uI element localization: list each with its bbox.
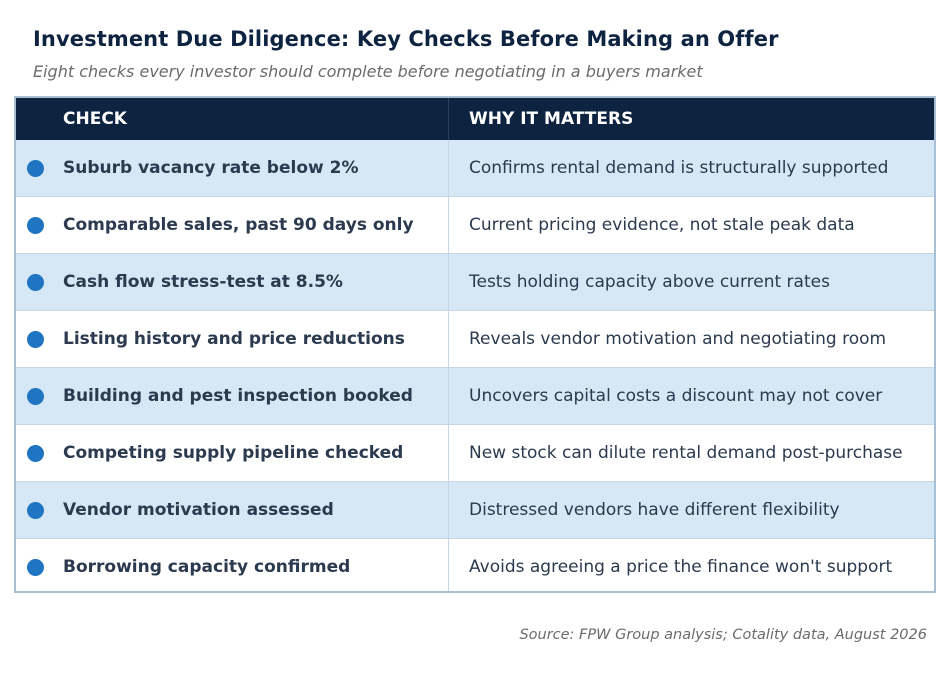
page-subtitle: Eight checks every investor should compl…: [33, 62, 703, 81]
why-cell: Current pricing evidence, not stale peak…: [469, 215, 855, 235]
circle-bullet-icon: [27, 217, 44, 234]
check-cell: Vendor motivation assessed: [63, 500, 334, 520]
column-divider: [448, 368, 449, 425]
table-row: Cash flow stress-test at 8.5% Tests hold…: [16, 254, 934, 311]
why-cell: Distressed vendors have different flexib…: [469, 500, 840, 520]
circle-bullet-icon: [27, 331, 44, 348]
circle-bullet-icon: [27, 445, 44, 462]
column-divider: [448, 140, 449, 197]
why-cell: Uncovers capital costs a discount may no…: [469, 386, 883, 406]
check-cell: Listing history and price reductions: [63, 329, 405, 349]
header-check: CHECK: [63, 109, 127, 129]
check-cell: Building and pest inspection booked: [63, 386, 413, 406]
column-divider: [448, 254, 449, 311]
table-row: Competing supply pipeline checked New st…: [16, 425, 934, 482]
table-row: Suburb vacancy rate below 2% Confirms re…: [16, 140, 934, 197]
table-row: Vendor motivation assessed Distressed ve…: [16, 482, 934, 539]
circle-bullet-icon: [27, 274, 44, 291]
header-column-divider: [448, 98, 449, 140]
table-row: Borrowing capacity confirmed Avoids agre…: [16, 539, 934, 591]
circle-bullet-icon: [27, 559, 44, 576]
column-divider: [448, 539, 449, 591]
table-row: Listing history and price reductions Rev…: [16, 311, 934, 368]
page-title: Investment Due Diligence: Key Checks Bef…: [33, 27, 779, 51]
why-cell: Confirms rental demand is structurally s…: [469, 158, 889, 178]
check-cell: Competing supply pipeline checked: [63, 443, 404, 463]
circle-bullet-icon: [27, 160, 44, 177]
column-divider: [448, 482, 449, 539]
column-divider: [448, 311, 449, 368]
check-cell: Suburb vacancy rate below 2%: [63, 158, 359, 178]
circle-bullet-icon: [27, 388, 44, 405]
check-cell: Cash flow stress-test at 8.5%: [63, 272, 343, 292]
check-cell: Borrowing capacity confirmed: [63, 557, 351, 577]
table-row: Building and pest inspection booked Unco…: [16, 368, 934, 425]
why-cell: Tests holding capacity above current rat…: [469, 272, 830, 292]
source-note: Source: FPW Group analysis; Cotality dat…: [519, 627, 927, 643]
column-divider: [448, 425, 449, 482]
why-cell: New stock can dilute rental demand post-…: [469, 443, 903, 463]
table-header: CHECK WHY IT MATTERS: [16, 98, 934, 140]
column-divider: [448, 197, 449, 254]
why-cell: Reveals vendor motivation and negotiatin…: [469, 329, 887, 349]
table-row: Comparable sales, past 90 days only Curr…: [16, 197, 934, 254]
header-why-it-matters: WHY IT MATTERS: [469, 109, 634, 129]
checks-table: CHECK WHY IT MATTERS Suburb vacancy rate…: [14, 96, 936, 593]
why-cell: Avoids agreeing a price the finance won'…: [469, 557, 893, 577]
circle-bullet-icon: [27, 502, 44, 519]
check-cell: Comparable sales, past 90 days only: [63, 215, 414, 235]
